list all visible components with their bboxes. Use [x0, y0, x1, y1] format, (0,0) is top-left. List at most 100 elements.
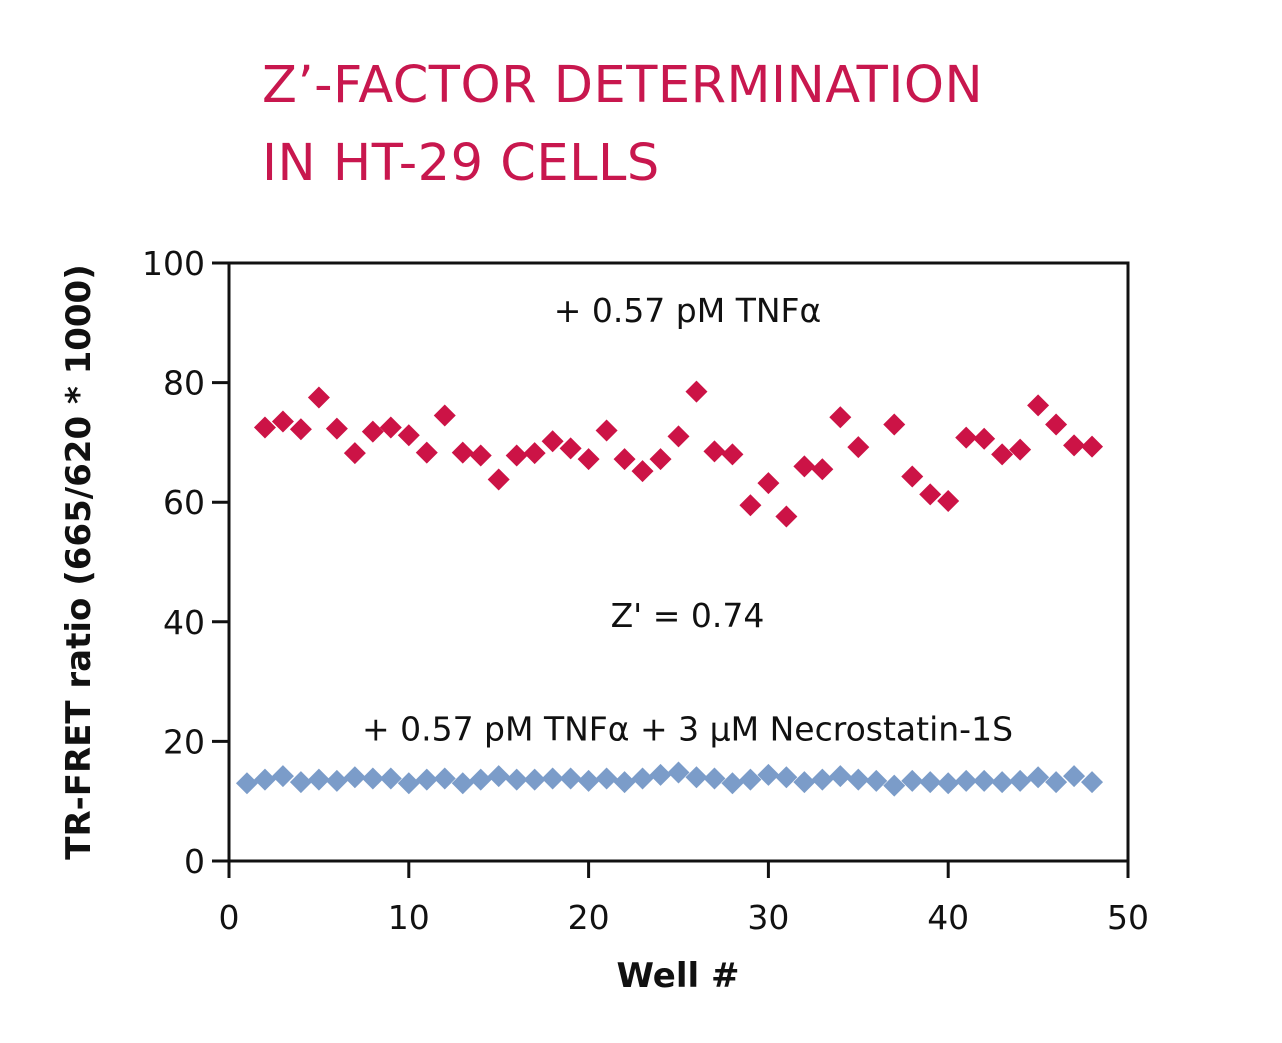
- data-point: [469, 768, 492, 791]
- data-point: [973, 427, 996, 450]
- data-point: [721, 772, 744, 795]
- data-point: [991, 771, 1014, 794]
- data-point: [847, 768, 870, 791]
- y-tick-label: 20: [163, 722, 205, 761]
- series-0: [253, 380, 1104, 528]
- chart-title-line-2: IN HT-29 CELLS: [262, 134, 660, 193]
- data-point: [649, 763, 672, 786]
- data-point: [937, 772, 960, 795]
- data-point: [667, 425, 690, 448]
- data-point: [955, 769, 978, 792]
- data-point: [901, 769, 924, 792]
- data-point: [685, 380, 708, 403]
- data-point: [775, 766, 798, 789]
- plot-frame: [227, 261, 1130, 863]
- data-point: [613, 448, 636, 471]
- data-point: [1009, 438, 1032, 461]
- x-tick-label: 20: [568, 898, 610, 937]
- data-point: [865, 769, 888, 792]
- data-point: [847, 436, 870, 459]
- data-point: [415, 768, 438, 791]
- data-point: [793, 455, 816, 478]
- data-point: [487, 765, 510, 788]
- data-point: [415, 441, 438, 464]
- data-point: [829, 765, 852, 788]
- annotation-tnf: + 0.57 pM TNFα: [554, 291, 822, 330]
- data-point: [361, 767, 384, 790]
- series-1: [235, 761, 1104, 797]
- data-point: [541, 767, 564, 790]
- data-point: [703, 440, 726, 463]
- data-point: [991, 443, 1014, 466]
- y-tick-label: 100: [142, 244, 205, 283]
- annotation-tnf-necrostatin: + 0.57 pM TNFα + 3 µM Necrostatin-1S: [362, 709, 1013, 748]
- data-point: [271, 410, 294, 433]
- y-tick-label: 0: [184, 842, 205, 881]
- data-point: [505, 444, 528, 467]
- data-point: [289, 771, 312, 794]
- data-point: [253, 768, 276, 791]
- data-point: [433, 404, 456, 427]
- data-point: [685, 766, 708, 789]
- y-tick-label: 40: [163, 603, 205, 642]
- annotation-z-factor: Z' = 0.74: [611, 596, 765, 635]
- data-point: [577, 769, 600, 792]
- data-point: [433, 767, 456, 790]
- data-point: [1063, 434, 1086, 457]
- data-point: [595, 419, 618, 442]
- y-axis-title: TR-FRET ratio (665/620 * 1000): [59, 264, 99, 859]
- data-point: [361, 420, 384, 443]
- y-tick-label: 80: [163, 364, 205, 403]
- data-points: [235, 380, 1104, 797]
- data-point: [721, 443, 744, 466]
- data-point: [919, 771, 942, 794]
- data-point: [811, 768, 834, 791]
- x-axis-title: Well #: [617, 956, 740, 996]
- data-point: [307, 386, 330, 409]
- data-point: [1063, 765, 1086, 788]
- data-point: [919, 483, 942, 506]
- data-point: [379, 416, 402, 439]
- data-point: [667, 761, 690, 784]
- data-point: [631, 767, 654, 790]
- data-point: [559, 767, 582, 790]
- data-point: [559, 437, 582, 460]
- data-point: [307, 768, 330, 791]
- data-point: [325, 769, 348, 792]
- data-point: [739, 494, 762, 517]
- x-tick-label: 0: [219, 898, 240, 937]
- data-point: [523, 768, 546, 791]
- y-tick-label: 60: [163, 483, 205, 522]
- data-point: [901, 465, 924, 488]
- data-point: [451, 772, 474, 795]
- x-tick-label: 30: [747, 898, 789, 937]
- data-point: [775, 505, 798, 528]
- data-point: [1027, 766, 1050, 789]
- x-tick-label: 10: [388, 898, 430, 937]
- data-point: [343, 766, 366, 789]
- data-point: [649, 448, 672, 471]
- data-point: [937, 490, 960, 513]
- data-point: [973, 769, 996, 792]
- data-point: [343, 442, 366, 465]
- data-point: [1009, 769, 1032, 792]
- data-point: [613, 771, 636, 794]
- data-point: [829, 406, 852, 429]
- data-point: [883, 774, 906, 797]
- data-point: [451, 441, 474, 464]
- data-point: [253, 416, 276, 439]
- data-point: [289, 418, 312, 441]
- data-point: [793, 771, 816, 794]
- data-point: [757, 472, 780, 495]
- x-tick-label: 40: [927, 898, 969, 937]
- data-point: [1081, 435, 1104, 458]
- data-point: [325, 417, 348, 440]
- data-point: [811, 458, 834, 481]
- data-point: [577, 448, 600, 471]
- data-point: [397, 772, 420, 795]
- data-point: [235, 772, 258, 795]
- data-point: [1045, 413, 1068, 436]
- data-point: [1081, 771, 1104, 794]
- data-point: [1045, 771, 1068, 794]
- data-point: [955, 426, 978, 449]
